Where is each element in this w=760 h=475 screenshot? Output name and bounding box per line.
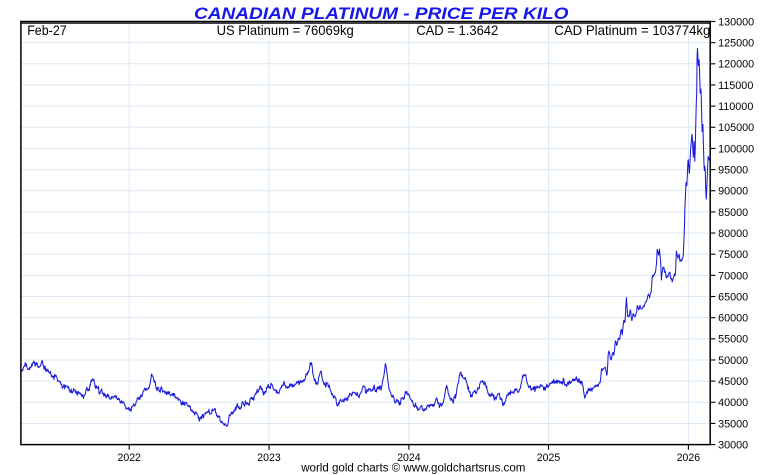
svg-text:50000: 50000 (718, 355, 748, 367)
svg-text:80000: 80000 (718, 228, 748, 240)
svg-text:90000: 90000 (718, 186, 748, 198)
svg-text:2024: 2024 (397, 452, 420, 464)
svg-text:45000: 45000 (718, 376, 748, 388)
svg-text:70000: 70000 (718, 270, 748, 282)
svg-text:Feb-27: Feb-27 (27, 23, 66, 38)
svg-text:35000: 35000 (718, 418, 748, 430)
svg-text:130000: 130000 (718, 16, 754, 28)
svg-text:US Platinum = 76069kg: US Platinum = 76069kg (217, 23, 354, 38)
svg-text:115000: 115000 (718, 80, 753, 92)
svg-text:CANADIAN PLATINUM - PRICE PER: CANADIAN PLATINUM - PRICE PER KILO (194, 5, 569, 23)
svg-text:world gold charts © www.goldch: world gold charts © www.goldchartsrus.co… (300, 461, 525, 475)
svg-text:CAD Platinum = 103774kg: CAD Platinum = 103774kg (554, 23, 710, 38)
svg-text:CAD = 1.3642: CAD = 1.3642 (416, 23, 498, 38)
svg-text:2025: 2025 (537, 452, 560, 464)
svg-text:60000: 60000 (718, 313, 748, 325)
svg-text:100000: 100000 (718, 143, 754, 155)
svg-text:2026: 2026 (677, 452, 700, 464)
svg-text:30000: 30000 (718, 440, 748, 452)
svg-text:75000: 75000 (718, 249, 748, 261)
svg-text:65000: 65000 (718, 291, 748, 303)
svg-text:2023: 2023 (257, 452, 280, 464)
svg-text:120000: 120000 (718, 59, 754, 71)
svg-text:110000: 110000 (718, 101, 753, 113)
svg-text:85000: 85000 (718, 207, 748, 219)
svg-text:40000: 40000 (718, 397, 748, 409)
svg-text:105000: 105000 (718, 122, 754, 134)
svg-text:2022: 2022 (118, 452, 141, 464)
svg-text:95000: 95000 (718, 164, 748, 176)
svg-text:125000: 125000 (718, 38, 754, 50)
svg-text:55000: 55000 (718, 334, 748, 346)
